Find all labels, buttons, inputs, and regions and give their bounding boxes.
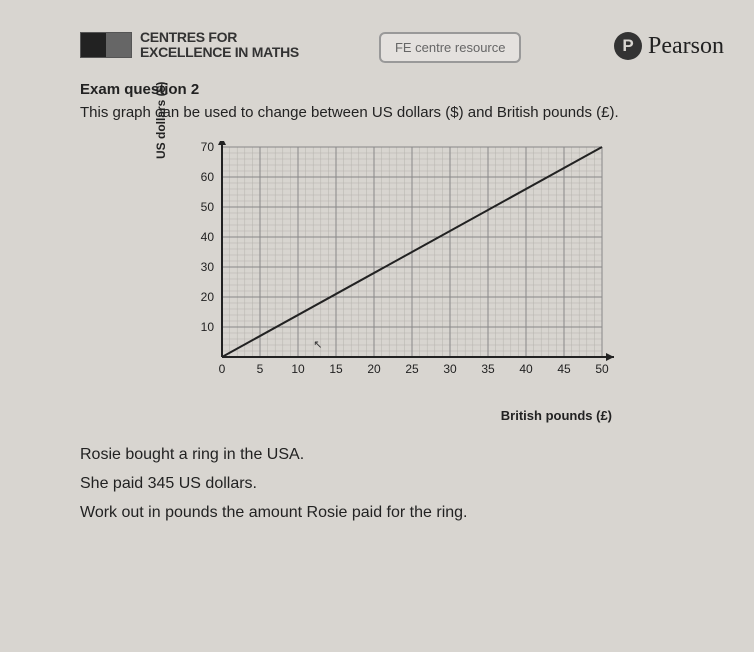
svg-text:15: 15 [329, 362, 343, 376]
x-axis-label: British pounds (£) [182, 408, 622, 423]
logo-text: CENTRES FOR EXCELLENCE IN MATHS [140, 30, 299, 61]
chart-svg: 0 5 10 15 20 25 30 35 40 45 50 10 20 30 40 50 60 70 ↖ [182, 141, 622, 381]
svg-text:30: 30 [443, 362, 457, 376]
svg-text:70: 70 [201, 141, 215, 154]
fe-centre-tag: FE centre resource [379, 32, 522, 63]
body-line-2: She paid 345 US dollars. [80, 470, 724, 499]
pearson-text: Pearson [648, 33, 724, 60]
svg-text:40: 40 [519, 362, 533, 376]
question-title: Exam question 2 [80, 81, 724, 98]
svg-text:50: 50 [201, 200, 215, 214]
svg-text:10: 10 [291, 362, 305, 376]
svg-text:20: 20 [367, 362, 381, 376]
conversion-chart: US dollars ($) 0510152025303540455010203… [182, 141, 622, 401]
svg-text:30: 30 [201, 260, 215, 274]
svg-text:40: 40 [201, 230, 215, 244]
question-intro: This graph can be used to change between… [80, 104, 724, 121]
svg-text:20: 20 [201, 290, 215, 304]
pearson-logo: P Pearson [614, 32, 724, 60]
logo-line2: EXCELLENCE IN MATHS [140, 45, 299, 60]
body-line-1: Rosie bought a ring in the USA. [80, 441, 724, 470]
svg-text:↖: ↖ [313, 339, 322, 351]
y-axis-label: US dollars ($) [154, 82, 168, 159]
logo-mark [80, 32, 132, 58]
svg-text:50: 50 [595, 362, 609, 376]
pearson-icon: P [614, 32, 642, 60]
svg-text:0: 0 [219, 362, 226, 376]
svg-text:45: 45 [557, 362, 571, 376]
svg-text:60: 60 [201, 170, 215, 184]
svg-text:35: 35 [481, 362, 495, 376]
question-body: Rosie bought a ring in the USA. She paid… [80, 441, 724, 527]
body-line-3: Work out in pounds the amount Rosie paid… [80, 499, 724, 528]
svg-text:25: 25 [405, 362, 419, 376]
header: CENTRES FOR EXCELLENCE IN MATHS FE centr… [80, 30, 724, 63]
svg-text:5: 5 [257, 362, 264, 376]
logo-line1: CENTRES FOR [140, 30, 299, 45]
centres-logo: CENTRES FOR EXCELLENCE IN MATHS [80, 30, 299, 61]
chart-container: US dollars ($) 0510152025303540455010203… [80, 141, 724, 401]
svg-text:10: 10 [201, 320, 215, 334]
